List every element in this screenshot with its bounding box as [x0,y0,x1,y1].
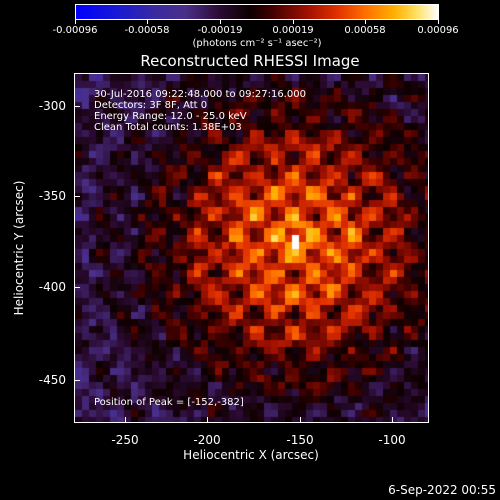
x-tick-label: -150 [286,433,314,447]
y-axis-label: Heliocentric Y (arcsec) [12,180,26,316]
reconstructed-image-heatmap [75,74,428,422]
info-time-range: 30-Jul-2016 09:22:48.000 to 09:27:16.000 [94,89,306,100]
colorbar-tick-mark [365,20,366,24]
y-tick-label: -400 [38,280,66,294]
y-tick-label: -300 [38,99,66,113]
colorbar-tick-label: 0.00019 [272,25,314,36]
x-axis-label: Heliocentric X (arcsec) [183,448,319,462]
info-peak-position: Position of Peak = [-152,-382] [94,397,244,408]
info-energy-range: Energy Range: 12.0 - 25.0 keV [94,111,247,122]
info-clean-counts: Clean Total counts: 1.38E+03 [94,122,242,133]
plot-timestamp: 6-Sep-2022 00:55 [388,483,496,497]
colorbar-tick-mark [75,20,76,24]
info-detectors: Detectors: 3F 8F, Att 0 [94,100,208,111]
x-tick-mark [207,417,208,423]
y-tick-label: -350 [38,189,66,203]
x-tick-label: -200 [193,433,221,447]
colorbar-tick-mark [438,20,439,24]
x-tick-label: -100 [378,433,406,447]
colorbar-tick-label: -0.00019 [197,25,243,36]
colorbar-unit-label: (photons cm⁻² s⁻¹ asec⁻²) [192,38,322,49]
plot-title: Reconstructed RHESSI Image [140,52,360,70]
y-tick-mark [74,106,80,107]
colorbar-tick-label: -0.00096 [52,25,98,36]
colorbar-tick-label: 0.00096 [417,25,459,36]
y-tick-mark [74,287,80,288]
colorbar-tick-mark [147,20,148,24]
x-tick-mark [125,417,126,423]
x-tick-label: -250 [111,433,139,447]
colorbar-tick-label: -0.00058 [124,25,170,36]
x-tick-mark [392,417,393,423]
colorbar-tick-mark [293,20,294,24]
colorbar-tick-label: 0.00058 [344,25,386,36]
y-tick-mark [74,380,80,381]
colorbar [75,4,439,20]
x-tick-mark [300,417,301,423]
colorbar-tick-mark [220,20,221,24]
image-plot-area [74,73,429,423]
y-tick-label: -450 [38,373,66,387]
y-tick-mark [74,196,80,197]
